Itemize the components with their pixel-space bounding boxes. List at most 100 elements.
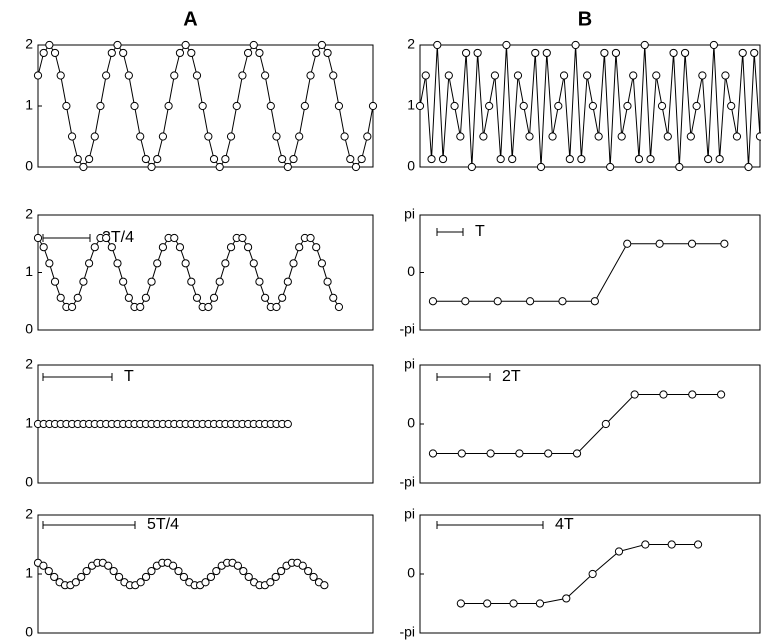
data-point bbox=[67, 302, 77, 312]
y-tick-label: 1 bbox=[407, 97, 415, 113]
data-point bbox=[444, 71, 453, 80]
data-point bbox=[667, 540, 676, 549]
data-point bbox=[147, 277, 156, 286]
data-point bbox=[204, 302, 213, 312]
y-tick-label: 0 bbox=[25, 321, 33, 337]
data-point bbox=[363, 132, 372, 141]
y-tick-label: -pi bbox=[399, 321, 415, 337]
y-tick-label: 0 bbox=[407, 415, 415, 431]
column-title: B bbox=[578, 8, 592, 30]
data-point bbox=[565, 154, 574, 164]
data-point bbox=[525, 132, 534, 141]
data-point bbox=[320, 581, 329, 590]
data-point bbox=[317, 40, 326, 50]
data-point bbox=[611, 48, 621, 58]
annotation: 5T/4 bbox=[147, 516, 179, 533]
data-point bbox=[715, 154, 724, 164]
data-point bbox=[174, 566, 183, 576]
data-point bbox=[486, 449, 495, 458]
data-point bbox=[204, 132, 213, 141]
data-point bbox=[357, 154, 366, 164]
annotation: 4T bbox=[555, 516, 574, 533]
data-point bbox=[170, 71, 179, 80]
data-point bbox=[187, 277, 196, 286]
axes-box bbox=[419, 214, 761, 331]
data-point bbox=[323, 48, 332, 58]
data-point bbox=[646, 154, 655, 164]
data-point bbox=[124, 71, 133, 80]
data-point bbox=[669, 48, 678, 58]
data-point bbox=[50, 48, 60, 58]
data-point bbox=[323, 277, 332, 286]
data-point bbox=[295, 243, 304, 252]
y-tick-label: 0 bbox=[407, 263, 415, 279]
data-point bbox=[346, 154, 355, 164]
data-point bbox=[509, 599, 518, 608]
data-point bbox=[192, 293, 202, 302]
data-point bbox=[181, 40, 190, 50]
y-tick-label: 0 bbox=[407, 158, 415, 174]
data-point bbox=[306, 233, 315, 243]
data-point bbox=[317, 259, 326, 268]
data-point bbox=[102, 233, 111, 243]
data-point bbox=[104, 561, 113, 570]
data-point bbox=[107, 243, 116, 252]
y-tick-label: 2 bbox=[407, 36, 415, 52]
data-point bbox=[601, 419, 610, 429]
data-point bbox=[141, 154, 150, 164]
data-point bbox=[717, 390, 726, 399]
data-point bbox=[433, 40, 442, 50]
data-point bbox=[113, 40, 122, 50]
data-point bbox=[531, 48, 540, 58]
data-line bbox=[432, 394, 722, 454]
data-point bbox=[175, 243, 185, 252]
data-point bbox=[130, 101, 139, 111]
data-point bbox=[209, 293, 219, 302]
data-point bbox=[606, 162, 615, 172]
data-point bbox=[496, 154, 505, 164]
data-point bbox=[77, 572, 86, 582]
data-point bbox=[351, 162, 361, 172]
data-point bbox=[82, 566, 91, 576]
data-point bbox=[588, 569, 597, 579]
axes-box bbox=[37, 214, 374, 331]
data-point bbox=[238, 233, 247, 243]
data-point bbox=[50, 572, 59, 582]
data-point bbox=[720, 239, 729, 248]
data-point bbox=[45, 40, 54, 50]
data-point bbox=[201, 578, 210, 587]
data-point bbox=[114, 572, 124, 582]
data-point bbox=[226, 132, 236, 141]
data-point bbox=[261, 293, 270, 302]
data-point bbox=[289, 154, 298, 164]
data-point bbox=[479, 132, 488, 141]
data-point bbox=[179, 572, 188, 582]
data-point bbox=[198, 101, 207, 111]
data-point bbox=[629, 71, 638, 80]
data-point bbox=[255, 277, 264, 286]
data-point bbox=[283, 277, 292, 286]
data-point bbox=[614, 547, 624, 556]
data-point bbox=[698, 71, 707, 80]
data-point bbox=[368, 101, 378, 111]
data-point bbox=[688, 390, 697, 399]
data-point bbox=[535, 599, 545, 608]
y-tick-label: 1 bbox=[25, 415, 33, 431]
data-point bbox=[306, 71, 315, 80]
data-point bbox=[90, 132, 99, 141]
data-point bbox=[261, 71, 270, 80]
y-tick-label: 2 bbox=[25, 356, 33, 372]
data-point bbox=[221, 259, 230, 268]
data-point bbox=[141, 572, 151, 582]
y-tick-label: 0 bbox=[25, 474, 33, 490]
data-point bbox=[709, 40, 718, 50]
data-point bbox=[536, 162, 546, 172]
data-point bbox=[571, 40, 580, 50]
data-point bbox=[272, 132, 281, 141]
data-point bbox=[226, 243, 236, 252]
data-point bbox=[249, 40, 258, 50]
data-point bbox=[124, 293, 133, 302]
data-point bbox=[559, 71, 569, 80]
data-point bbox=[450, 101, 459, 111]
